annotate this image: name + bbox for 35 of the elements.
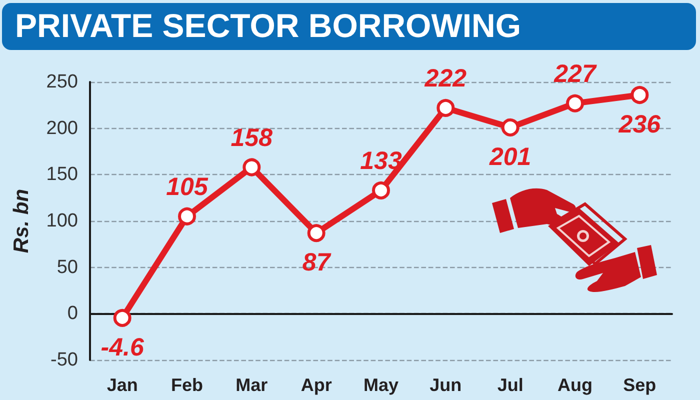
point bbox=[566, 94, 584, 112]
y-tick-label: 200 bbox=[46, 118, 78, 139]
y-tick-label: 50 bbox=[56, 256, 78, 278]
y-tick-label: 150 bbox=[46, 164, 78, 186]
point bbox=[307, 224, 326, 242]
point bbox=[501, 118, 520, 136]
y-tick-label: 0 bbox=[67, 303, 78, 324]
y-axis-title: Rs. bn bbox=[10, 188, 33, 254]
data-label: 158 bbox=[230, 124, 273, 152]
x-tick-label: Jun bbox=[430, 375, 462, 395]
point bbox=[113, 308, 132, 327]
x-tick-label: Jan bbox=[106, 375, 138, 395]
data-label: 227 bbox=[553, 60, 597, 88]
data-label: 222 bbox=[424, 64, 467, 92]
x-tick-label: Aug bbox=[558, 375, 592, 395]
x-tick-label: Apr bbox=[300, 375, 332, 395]
data-label: 236 bbox=[618, 110, 662, 138]
x-tick-label: Sep bbox=[623, 375, 656, 395]
y-tick-label: -50 bbox=[50, 350, 78, 370]
x-tick-label: Feb bbox=[170, 375, 204, 395]
data-label: 201 bbox=[488, 142, 532, 171]
point bbox=[178, 207, 196, 226]
point bbox=[630, 86, 649, 104]
chart-title: PRIVATE SECTOR BORROWING bbox=[15, 7, 522, 44]
data-label: -4.6 bbox=[100, 333, 145, 362]
x-tick-label: Mar bbox=[236, 375, 268, 395]
point bbox=[372, 181, 390, 200]
data-label: 87 bbox=[302, 248, 332, 277]
y-tick-label: 250 bbox=[46, 72, 78, 92]
point bbox=[436, 98, 455, 117]
x-tick-label: May bbox=[363, 375, 399, 395]
x-tick-label: Jul bbox=[497, 375, 524, 395]
point bbox=[242, 158, 261, 176]
y-tick-label: 100 bbox=[46, 210, 78, 232]
data-label: 105 bbox=[166, 172, 209, 201]
